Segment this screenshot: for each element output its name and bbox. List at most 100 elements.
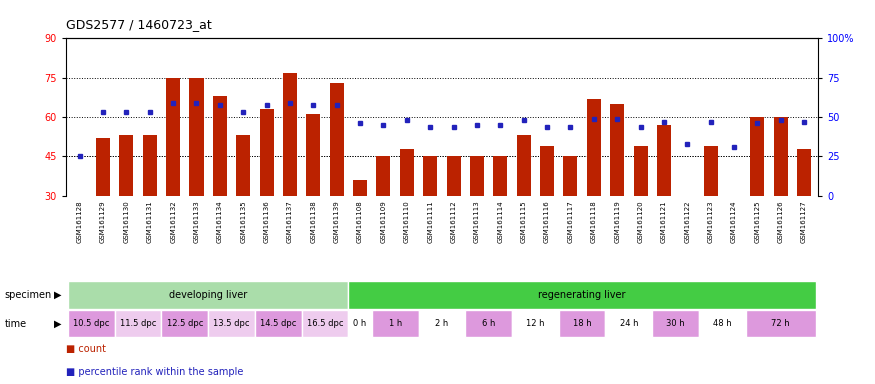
Bar (119, 136, 133, 196)
Text: GSM161132: GSM161132 (170, 200, 176, 243)
Bar (162, 310, 208, 338)
Text: ■ count: ■ count (66, 344, 106, 354)
Bar (446, 157, 460, 196)
Bar (470, 157, 484, 196)
Text: GSM161120: GSM161120 (638, 200, 643, 243)
Bar (208, 310, 255, 338)
Bar (610, 104, 624, 196)
Text: 12.5 dpc: 12.5 dpc (166, 319, 203, 328)
Text: GSM161118: GSM161118 (591, 200, 597, 243)
Text: 1 h: 1 h (388, 319, 402, 328)
Bar (424, 157, 438, 196)
Bar (564, 157, 578, 196)
Text: 30 h: 30 h (666, 319, 685, 328)
Text: GSM161123: GSM161123 (708, 200, 714, 243)
Bar (634, 146, 648, 196)
Bar (466, 310, 512, 338)
Bar (115, 310, 162, 338)
Bar (797, 149, 811, 196)
Text: GSM161137: GSM161137 (287, 200, 293, 243)
Bar (306, 114, 320, 196)
Bar (236, 136, 250, 196)
Text: 12 h: 12 h (526, 319, 544, 328)
Text: 6 h: 6 h (482, 319, 495, 328)
Bar (330, 83, 344, 196)
Text: GSM161129: GSM161129 (100, 200, 106, 243)
Text: GSM161112: GSM161112 (451, 200, 457, 243)
Bar (302, 310, 348, 338)
Text: 16.5 dpc: 16.5 dpc (307, 319, 343, 328)
Text: GSM161122: GSM161122 (684, 200, 690, 243)
Text: 2 h: 2 h (435, 319, 449, 328)
Bar (516, 136, 530, 196)
Bar (751, 117, 765, 196)
Bar (255, 310, 302, 338)
Text: GDS2577 / 1460723_at: GDS2577 / 1460723_at (66, 18, 212, 31)
Bar (587, 99, 601, 196)
Text: GSM161115: GSM161115 (521, 200, 527, 243)
Text: GSM161126: GSM161126 (778, 200, 784, 243)
Bar (213, 96, 227, 196)
Text: GSM161119: GSM161119 (614, 200, 620, 243)
Text: GSM161109: GSM161109 (381, 200, 387, 243)
Text: GSM161110: GSM161110 (404, 200, 410, 243)
Text: GSM161125: GSM161125 (754, 200, 760, 243)
Text: 10.5 dpc: 10.5 dpc (74, 319, 109, 328)
Bar (704, 146, 717, 196)
Text: specimen: specimen (4, 290, 52, 300)
Bar (400, 149, 414, 196)
Bar (727, 196, 741, 220)
Text: GSM161127: GSM161127 (802, 200, 807, 243)
Text: ■ percentile rank within the sample: ■ percentile rank within the sample (66, 367, 243, 377)
Text: 11.5 dpc: 11.5 dpc (120, 319, 157, 328)
Text: GSM161108: GSM161108 (357, 200, 363, 243)
Text: GSM161130: GSM161130 (123, 200, 130, 243)
Bar (372, 310, 418, 338)
Text: 13.5 dpc: 13.5 dpc (214, 319, 249, 328)
Bar (699, 310, 746, 338)
Text: 0 h: 0 h (354, 319, 367, 328)
Text: GSM161117: GSM161117 (567, 200, 573, 243)
Text: GSM161116: GSM161116 (544, 200, 550, 243)
Text: regenerating liver: regenerating liver (538, 290, 626, 300)
Bar (376, 157, 390, 196)
Bar (283, 73, 297, 196)
Bar (143, 136, 157, 196)
Bar (652, 310, 699, 338)
Text: ▶: ▶ (53, 290, 61, 300)
Bar (68, 281, 348, 309)
Bar (354, 180, 367, 196)
Text: 48 h: 48 h (713, 319, 732, 328)
Text: GSM161134: GSM161134 (217, 200, 223, 243)
Bar (418, 310, 466, 338)
Bar (746, 310, 816, 338)
Bar (68, 310, 115, 338)
Text: GSM161124: GSM161124 (731, 200, 737, 243)
Text: 72 h: 72 h (772, 319, 790, 328)
Bar (559, 310, 606, 338)
Text: 24 h: 24 h (620, 319, 638, 328)
Text: GSM161138: GSM161138 (311, 200, 317, 243)
Bar (190, 78, 204, 196)
Text: GSM161139: GSM161139 (333, 200, 340, 243)
Text: GSM161114: GSM161114 (497, 200, 503, 243)
Bar (657, 125, 671, 196)
Text: 14.5 dpc: 14.5 dpc (260, 319, 297, 328)
Bar (166, 78, 180, 196)
Text: ▶: ▶ (53, 318, 61, 329)
Bar (540, 146, 554, 196)
Bar (260, 109, 274, 196)
Text: 18 h: 18 h (573, 319, 592, 328)
Bar (493, 157, 507, 196)
Bar (774, 117, 788, 196)
Text: GSM161121: GSM161121 (661, 200, 667, 243)
Bar (606, 310, 652, 338)
Bar (348, 310, 372, 338)
Text: GSM161111: GSM161111 (427, 200, 433, 243)
Text: GSM161136: GSM161136 (263, 200, 270, 243)
Bar (96, 138, 110, 196)
Bar (348, 281, 816, 309)
Text: GSM161131: GSM161131 (147, 200, 153, 243)
Text: GSM161128: GSM161128 (77, 200, 82, 243)
Text: GSM161135: GSM161135 (241, 200, 246, 243)
